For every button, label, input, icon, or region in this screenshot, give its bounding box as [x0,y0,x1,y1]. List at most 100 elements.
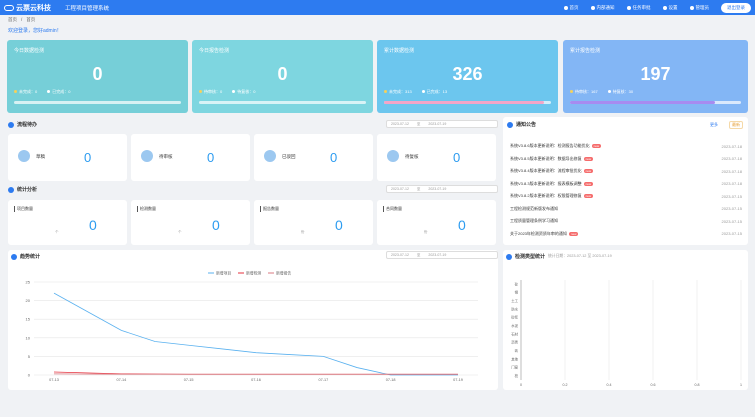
trend-icon [11,253,17,260]
x-tick-label: 0.8 [695,383,700,387]
news-latest-tag[interactable]: 最新 [729,121,743,129]
x-tick-label: 0.6 [651,383,656,387]
x-tick-label: 07-14 [116,378,126,382]
stats-icon [8,186,14,193]
x-tick-label: 0.4 [607,383,612,387]
logo[interactable]: 云票云科技 [4,3,51,13]
y-tick-label: 防水 [511,306,518,311]
y-tick-label: 水泥 [511,323,518,328]
summary-card-today-report[interactable]: 今日报告检测 0 待审核：0 待复核：0 [192,40,373,113]
card-progress [14,101,181,104]
task-rejected[interactable]: 已驳回 0 [254,134,373,181]
review-icon [387,150,399,162]
news-item[interactable]: 系统V3.8.2版本更新说明：权限管理修复 new 2023-07-15 [510,193,742,199]
x-tick-label: 07-13 [49,378,59,382]
nav-notice[interactable]: 内部通知 [590,5,615,11]
welcome-text: 欢迎登录，您好admin！ [8,28,62,34]
news-new-badge: new [568,231,579,236]
news-more-link[interactable]: 更多 [710,122,718,127]
x-tick-label: 07-15 [184,378,194,382]
card-progress [384,101,551,104]
news-item[interactable]: 系统V3.8.4版本更新说明：流程审批优化 new 2023-07-18 [510,168,742,174]
card-progress [570,101,741,104]
news-item-date: 2023-07-15 [721,206,742,211]
card-title: 今日数据检测 [14,48,45,54]
breadcrumb: 首页 / 首页 [8,17,35,23]
nav-settings[interactable]: 设置 [662,5,678,11]
stats-date-range[interactable]: 2023-07-12 至 2023-07-19 [386,185,498,193]
logout-button[interactable]: 退出登录 [721,2,751,13]
trend-panel: 趋势统计 2023-07-12 至 2023-07-19 0 5 10 15 20 25 07-… [8,250,498,390]
dist-title: 检测类型统计 统计日期：2023-07-12 至 2023-07-19 [506,253,612,260]
bell-icon [590,5,595,10]
nav-home[interactable]: 首页 [563,5,579,11]
task-icon [8,121,14,128]
stat-contracts[interactable]: 合同数量份 0 [377,200,496,245]
card-progress-fill [570,101,716,104]
news-item[interactable]: 系统V3.8.5版本更新说明：数据导出修复 new 2023-07-18 [510,156,742,162]
x-tick-label: 0 [520,383,522,387]
dist-panel: 检测类型统计 统计日期：2023-07-12 至 2023-07-19 0 0.2… [503,250,748,390]
news-item-title: 工程检测规范新版发布通知 [510,205,558,211]
news-item[interactable]: 工程检测规范新版发布通知 2023-07-15 [510,206,742,212]
card-title: 累计报告检测 [570,48,601,54]
x-tick-label: 07-18 [386,378,396,382]
news-item-title: 系统V3.8.5版本更新说明：数据导出修复 [510,155,582,161]
summary-card-today-data[interactable]: 今日数据检测 0 未完成：0 已完成：0 [7,40,188,113]
card-value: 0 [277,64,288,84]
card-progress [199,101,366,104]
pending-icon [141,150,153,162]
stat-reports[interactable]: 报告数量份 0 [254,200,373,245]
y-tick-label: 5 [28,354,31,359]
task-pending[interactable]: 待审核 0 [131,134,250,181]
task-draft[interactable]: 草稿 0 [8,134,127,181]
x-tick-label: 07-16 [251,378,261,382]
news-item[interactable]: 关于2023年检测资质年审的通知 new 2023-07-15 [510,231,742,237]
news-title: 通知公告 [507,121,536,128]
news-item[interactable]: 系统V3.8.6版本更新说明：检测报告功能优化 new 2023-07-18 [510,143,742,149]
task-review[interactable]: 待复核 0 [377,134,496,181]
y-tick-label: 0 [28,373,31,378]
trend-date-range[interactable]: 2023-07-12 至 2023-07-19 [386,251,498,259]
stat-tests[interactable]: 检测数量个 0 [131,200,250,245]
news-item[interactable]: 工程质量管理条例学习通知 2023-07-15 [510,218,742,224]
news-item[interactable]: 系统V3.8.3版本更新说明：报表模板调整 new 2023-07-18 [510,181,742,187]
news-item-date: 2023-07-15 [721,218,742,224]
y-tick-label: 石材 [511,331,518,336]
y-tick-label: 砂浆 [511,315,518,320]
x-tick-label: 07-17 [318,378,328,382]
y-tick-label: 沥青 [511,340,518,345]
y-tick-label: 其他 [511,356,518,361]
news-item-title: 系统V3.8.2版本更新说明：权限管理修复 [510,193,582,198]
y-tick-label: 钢 [515,290,519,295]
top-bar: 云票云科技 工程项目管理系统 首页 内部通知 任务审批 设置 管理员 退出登录 [0,0,755,15]
gear-icon [662,5,667,10]
y-tick-label: 20 [26,298,31,303]
news-item-title: 系统V3.8.3版本更新说明：报表模板调整 [510,180,582,186]
x-tick-label: 0.2 [563,383,568,387]
top-nav: 首页 内部通知 任务审批 设置 管理员 退出登录 [563,2,751,13]
news-item-title: 系统V3.8.4版本更新说明：流程审批优化 [510,168,582,173]
user-menu[interactable]: 管理员 [689,5,709,11]
nav-approval[interactable]: 任务审批 [626,5,651,11]
stats-section-title: 统计分析 [8,186,37,193]
legend-label: 新增报告 [276,271,291,276]
avatar [689,5,694,10]
y-tick-label: 10 [26,335,31,340]
news-panel: 通知公告 更多 最新 系统V3.8.6版本更新说明：检测报告功能优化 new 202… [503,117,748,245]
summary-card-total-report[interactable]: 累计报告检测 197 待审核：167 待复核：30 [563,40,748,113]
task-date-range[interactable]: 2023-07-12 至 2023-07-19 [386,120,498,128]
task-section-title: 流程待办 [8,121,37,128]
draft-icon [18,150,30,162]
news-item-date: 2023-07-15 [721,193,742,199]
stat-projects[interactable]: 项目数量个 0 [8,200,127,245]
series-line [53,292,458,376]
news-new-badge: new [591,144,602,148]
dist-range: 统计日期：2023-07-12 至 2023-07-19 [548,254,612,258]
bell-icon [507,121,513,128]
news-new-badge: new [583,156,594,161]
news-new-badge: new [583,181,594,186]
breadcrumb-home[interactable]: 首页 [8,17,17,22]
summary-card-total-data[interactable]: 累计数据检测 326 未完成：313 已完成：13 [377,40,558,113]
